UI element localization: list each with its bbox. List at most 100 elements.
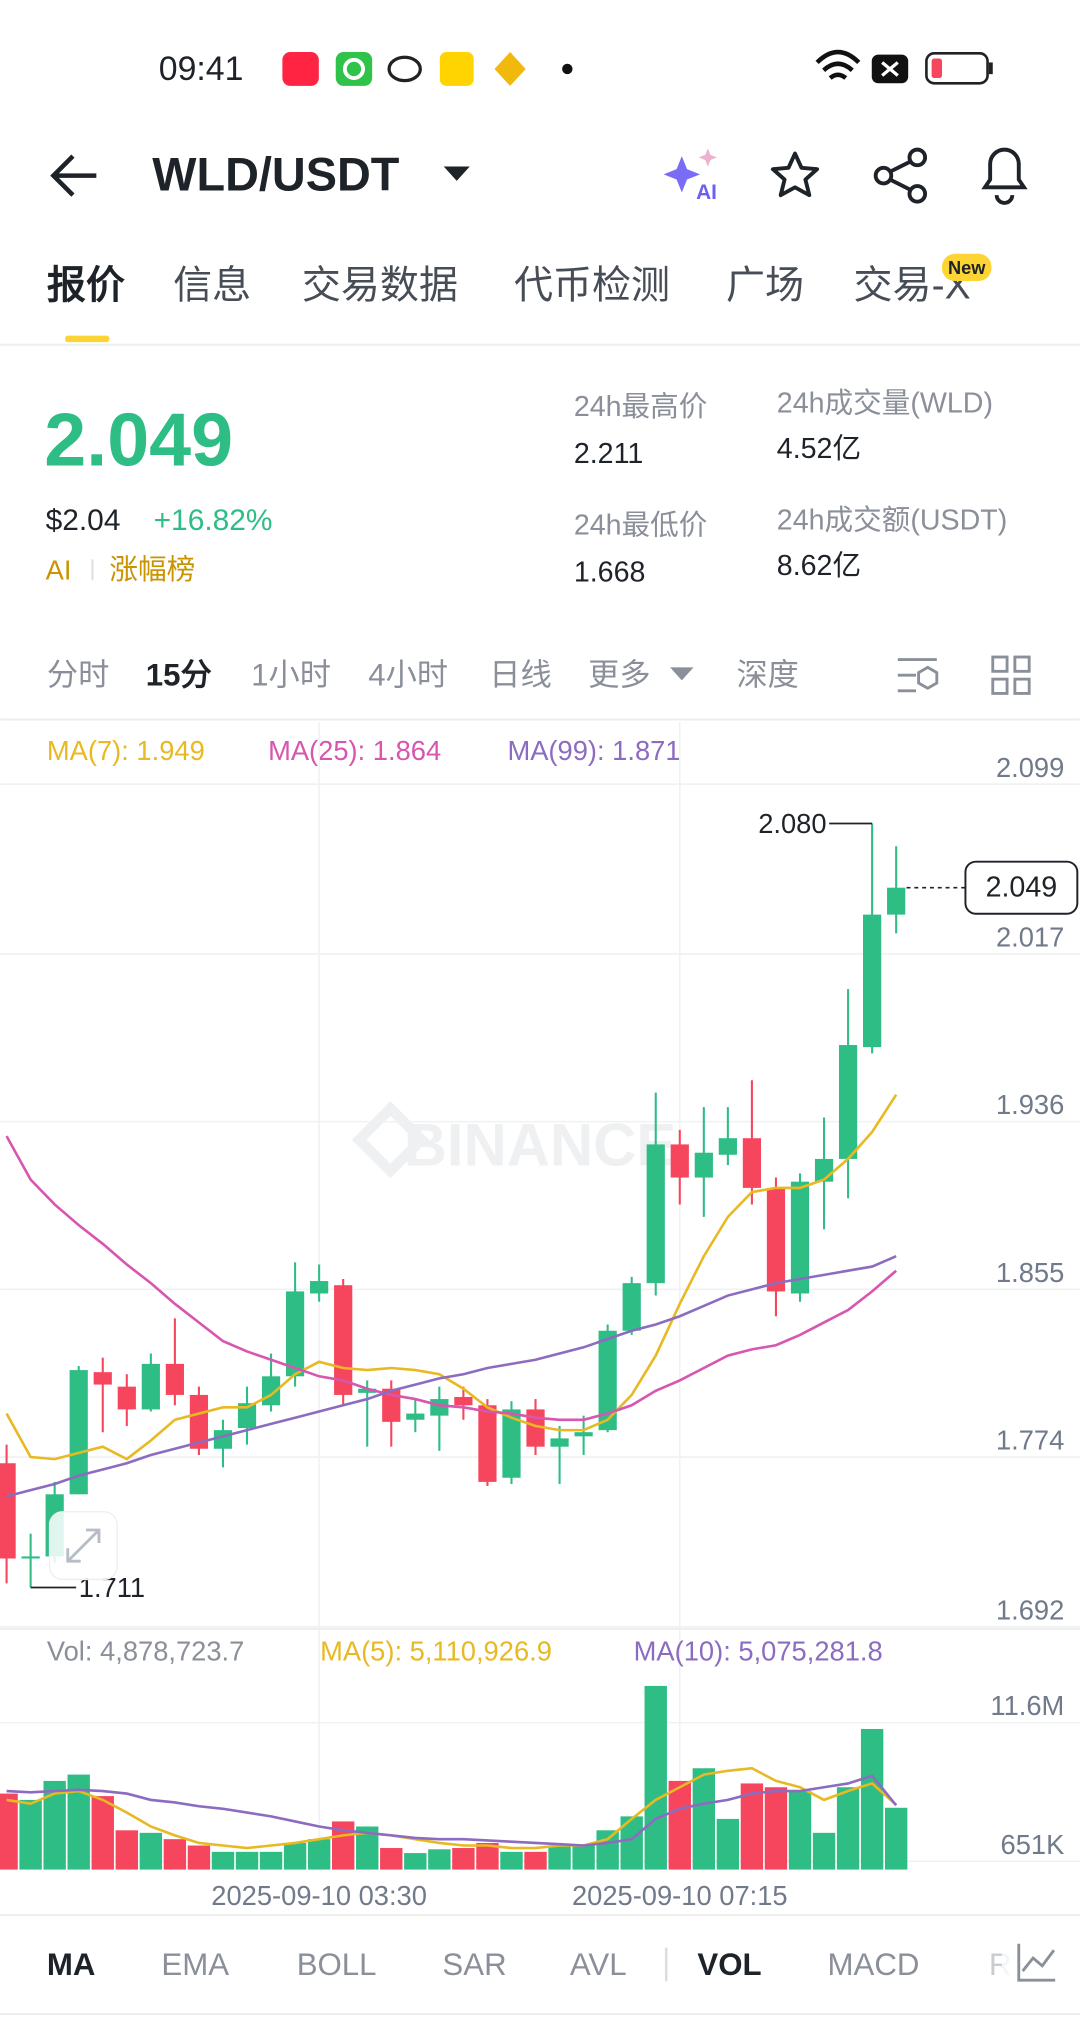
candle-body (670, 1144, 689, 1178)
volume-bar (668, 1780, 691, 1870)
volume-ma-line (6, 1774, 898, 1847)
volume-bar (836, 1787, 860, 1870)
volume-bar (524, 1851, 547, 1870)
status-system-icons (815, 49, 993, 85)
indicator[interactable]: BOLL (297, 1947, 377, 1982)
tab[interactable]: 交易数据 (302, 265, 458, 308)
candle-body (574, 1432, 593, 1437)
pair-title[interactable]: WLD/USDT (152, 148, 400, 200)
tag[interactable]: AI (46, 554, 72, 585)
ma-legend[interactable]: MA(5): 5,110,926.9 (320, 1635, 552, 1666)
watermark-logo (351, 1101, 429, 1179)
ma-legend[interactable]: MA(7): 1.949 (47, 735, 205, 766)
volume-bar (283, 1842, 307, 1870)
candle-body (93, 1372, 112, 1385)
chart-settings-button[interactable] (897, 658, 939, 693)
pair-dropdown[interactable] (443, 166, 470, 181)
tab[interactable]: 报价 (47, 265, 125, 308)
y-tick-label: 2.017 (996, 922, 1064, 953)
tab[interactable]: 广场 (726, 265, 804, 308)
volume-bar (620, 1816, 643, 1870)
layout-button[interactable] (991, 655, 1031, 695)
interval[interactable]: 15分 (146, 658, 212, 693)
back-button[interactable] (50, 154, 97, 197)
candle-body (69, 1370, 88, 1495)
ma-legend[interactable]: MA(99): 1.871 (507, 735, 680, 766)
last-price-box (964, 860, 1079, 915)
x-tick-label: 2025-09-10 03:30 (211, 1880, 427, 1911)
interval[interactable]: 深度 (736, 658, 798, 693)
interval[interactable]: 分时 (47, 658, 109, 693)
volume-legend: Vol: 4,878,723.7 (47, 1635, 244, 1666)
volume-bar (187, 1845, 211, 1870)
ma-line (5, 1135, 898, 1422)
favorite-button[interactable] (770, 151, 820, 198)
ma-line (6, 1255, 897, 1498)
high-label: 2.080 (758, 808, 826, 839)
ma-legend[interactable]: MA(10): 5,075,281.8 (634, 1635, 883, 1666)
y-tick-label: 1.774 (996, 1425, 1064, 1456)
volume-bar (356, 1826, 379, 1870)
candle-body (21, 1556, 40, 1559)
candle-body (838, 1045, 858, 1159)
interval[interactable]: 1小时 (251, 658, 331, 693)
indicator[interactable]: SAR (442, 1947, 506, 1982)
candle-body (117, 1386, 136, 1410)
volume-bar (884, 1807, 908, 1870)
volume-bar (67, 1774, 90, 1870)
new-badge (942, 253, 992, 282)
candle-body (694, 1152, 713, 1178)
volume-bar (307, 1839, 331, 1870)
tab[interactable]: 代币检测 (514, 265, 670, 308)
candle-body (358, 1388, 377, 1393)
interval-bar: 分时 15分 1小时 4小时 日线 更多 深度 (0, 655, 1080, 721)
candle-body (887, 887, 906, 915)
y-tick-label: 1.936 (996, 1089, 1064, 1120)
candle-body (165, 1363, 184, 1395)
interval[interactable]: 更多 (588, 658, 650, 693)
x-tick-label: 2025-09-10 07:15 (572, 1880, 788, 1911)
volume-bar (380, 1848, 403, 1870)
y-tick-label: 651K (1001, 1829, 1065, 1860)
stat-value: 2.211 (574, 438, 643, 470)
tag[interactable]: 涨幅榜 (109, 554, 195, 586)
watermark: BINANCE (404, 1111, 677, 1178)
volume-bar (235, 1851, 259, 1870)
alert-button[interactable] (981, 147, 1028, 205)
indicator-settings[interactable] (1017, 1943, 1056, 1982)
ma-legend[interactable]: MA(25): 1.864 (268, 735, 441, 766)
interval[interactable]: 4小时 (368, 658, 448, 693)
candle-body (766, 1187, 786, 1292)
indicator[interactable]: VOL (697, 1947, 761, 1982)
volume-bar (428, 1849, 451, 1870)
stat-label: 24h成交量(WLD) (777, 387, 993, 419)
last-price-label: 2.049 (986, 872, 1058, 904)
expand-button[interactable] (48, 1511, 118, 1581)
indicator[interactable]: AVL (570, 1947, 627, 1982)
candle-body (237, 1403, 257, 1429)
indicator[interactable]: MACD (828, 1947, 920, 1982)
volume-bar (163, 1839, 187, 1870)
candle-body (213, 1430, 233, 1449)
candle-body (454, 1396, 473, 1406)
volume-bar (404, 1853, 427, 1870)
indicator[interactable]: EMA (161, 1947, 229, 1982)
status-app-icons (282, 52, 573, 86)
volume-bar (19, 1799, 42, 1870)
volume-bar (644, 1685, 667, 1870)
volume-bar (452, 1848, 475, 1870)
volume-bar (0, 1793, 18, 1870)
more-dropdown[interactable] (670, 667, 694, 681)
indicator-bar: MA EMA BOLL SAR AVL VOL MACD R (0, 1938, 1080, 2015)
share-button[interactable] (873, 147, 928, 204)
ai-button[interactable]: AI (663, 148, 717, 204)
interval[interactable]: 日线 (489, 658, 551, 693)
stat-label: 24h最低价 (574, 510, 708, 542)
candle-body (863, 914, 882, 1048)
stat-value: 4.52亿 (777, 433, 861, 465)
volume-bar (860, 1728, 884, 1870)
indicator[interactable]: MA (47, 1947, 96, 1982)
tab[interactable]: 信息 (173, 265, 251, 308)
candle-body (310, 1281, 329, 1294)
